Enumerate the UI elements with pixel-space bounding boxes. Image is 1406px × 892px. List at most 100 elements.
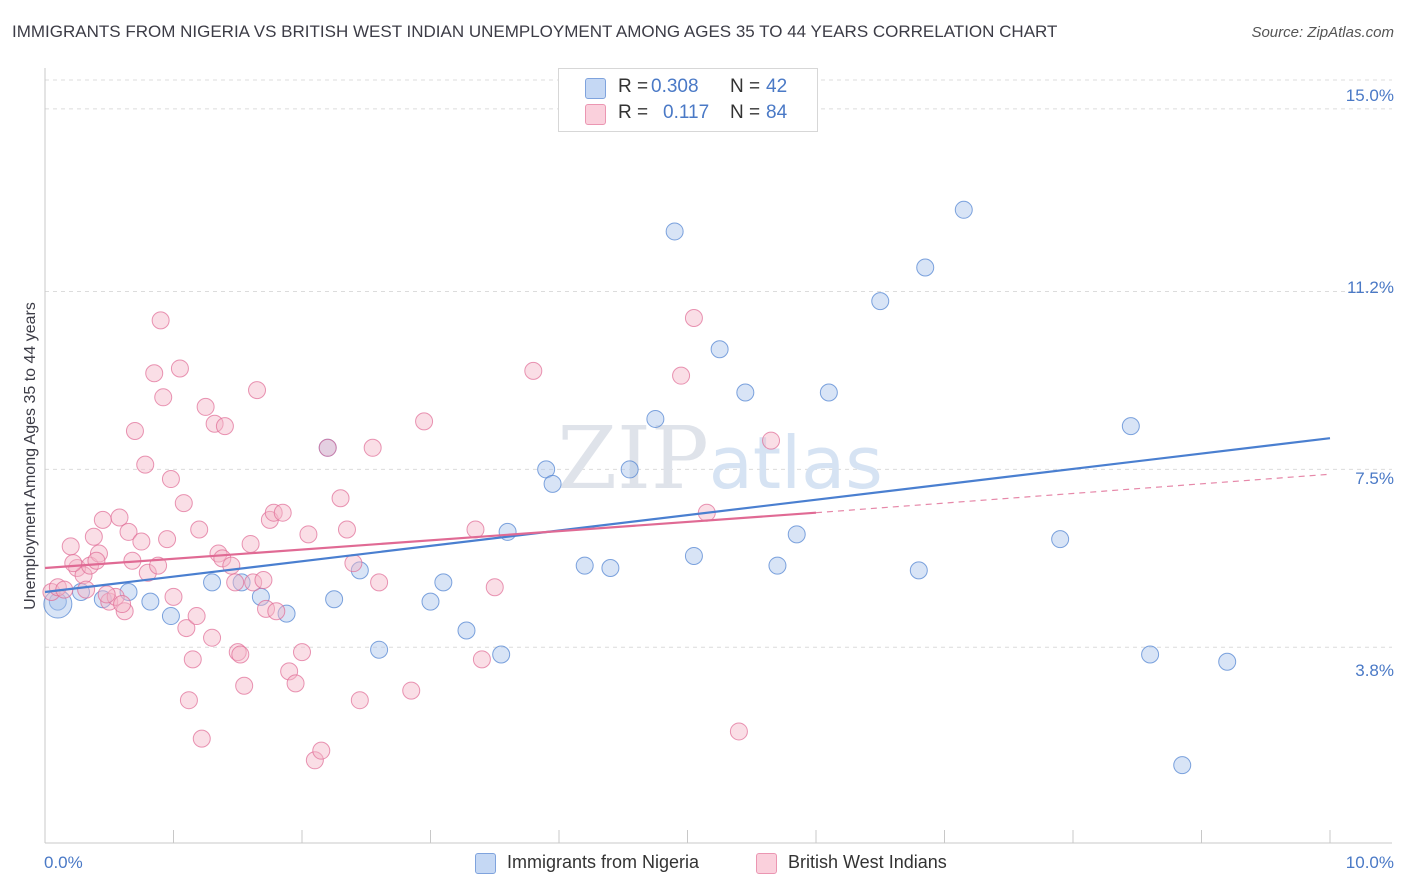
source-credit: Source: ZipAtlas.com [1251,24,1394,41]
point-bwi [84,527,103,546]
point-nigeria [543,474,562,493]
legend-r-label: R = [618,76,649,97]
trend-line-bwi [44,511,817,570]
point-bwi [179,691,198,710]
point-bwi [472,650,491,669]
point-bwi [248,381,267,400]
point-nigeria [1051,530,1070,549]
point-bwi [138,563,157,582]
point-bwi [305,751,324,770]
point-nigeria [819,383,838,402]
y-tick-label: 11.2% [1347,278,1394,297]
point-bwi [299,525,318,544]
legend-n-label: N = [730,102,761,123]
point-nigeria [421,592,440,611]
point-bwi [158,530,177,549]
trend-line-nigeria [44,437,1331,594]
point-nigeria [1141,645,1160,664]
point-nigeria [457,621,476,640]
x-tick-label-min: 0.0% [44,853,83,872]
point-bwi [729,722,748,741]
bottom-legend-swatch-bwi [756,853,777,874]
point-bwi [235,676,254,695]
point-nigeria [620,460,639,479]
point-bwi [110,508,129,527]
point-bwi [241,534,260,553]
legend-n-value: 42 [766,76,788,97]
point-bwi [312,741,331,760]
point-bwi [231,645,250,664]
y-tick-label: 3.8% [1355,661,1394,680]
point-nigeria [1173,756,1192,775]
point-bwi [174,494,193,513]
trend-line-bwi-extension [815,473,1331,514]
point-bwi [228,643,247,662]
point-nigeria [203,573,222,592]
point-bwi [125,421,144,440]
point-bwi [466,520,485,539]
watermark: ZIPatlas [557,409,883,509]
point-bwi [293,643,311,662]
point-bwi [344,554,363,573]
point-bwi [136,455,155,474]
point-bwi [183,650,202,669]
point-nigeria [141,592,160,611]
point-bwi [154,388,173,407]
y-axis-title: Unemployment Among Ages 35 to 44 years [22,302,39,610]
point-bwi [273,503,292,522]
legend-r-label: R = [618,102,649,123]
point-bwi [415,412,434,431]
bottom-legend-swatch-nigeria [475,853,496,874]
point-bwi [64,554,83,573]
chart-title: IMMIGRANTS FROM NIGERIA VS BRITISH WEST … [12,22,1058,41]
legend-n-value: 84 [766,102,788,123]
point-bwi [77,580,96,599]
y-tick-label: 15.0% [1345,86,1394,105]
point-bwi [254,571,273,589]
point-bwi [187,607,206,626]
legend-n-label: N = [730,76,761,97]
point-bwi [119,522,138,541]
point-bwi [151,311,170,330]
point-nigeria [646,409,665,428]
point-nigeria [684,546,703,565]
point-nigeria [601,558,620,577]
point-bwi [161,470,180,489]
point-nigeria [954,200,973,219]
point-bwi [331,489,350,508]
point-nigeria [768,556,787,575]
point-bwi [145,364,164,383]
point-bwi [350,691,369,710]
point-nigeria [710,340,729,359]
legend-r-value: 0.117 [663,102,710,123]
point-nigeria [161,607,180,626]
point-bwi [337,520,356,539]
legend-swatch-nigeria [585,78,606,99]
point-bwi [203,628,222,647]
bottom-legend-label: British West Indians [788,852,947,872]
point-nigeria [575,556,594,575]
point-nigeria [665,222,684,241]
point-bwi [164,587,183,606]
point-bwi [215,417,234,436]
point-bwi [485,578,504,597]
point-nigeria [492,645,511,664]
point-bwi [113,595,132,614]
point-bwi [61,537,80,556]
point-bwi [132,532,151,551]
point-bwi [74,566,93,585]
point-nigeria [350,561,369,580]
point-bwi [196,397,215,416]
point-bwi [93,510,112,529]
point-bwi [267,602,286,621]
correlation-legend: R = 0.308 N = 42 R = 0.117 N = 84 [558,68,818,132]
point-bwi [226,573,245,592]
point-nigeria [871,292,890,311]
point-bwi [363,438,382,457]
point-nigeria [916,258,935,277]
point-nigeria [1121,417,1140,436]
point-bwi [672,366,691,385]
point-bwi [89,544,108,563]
point-nigeria [736,383,755,402]
